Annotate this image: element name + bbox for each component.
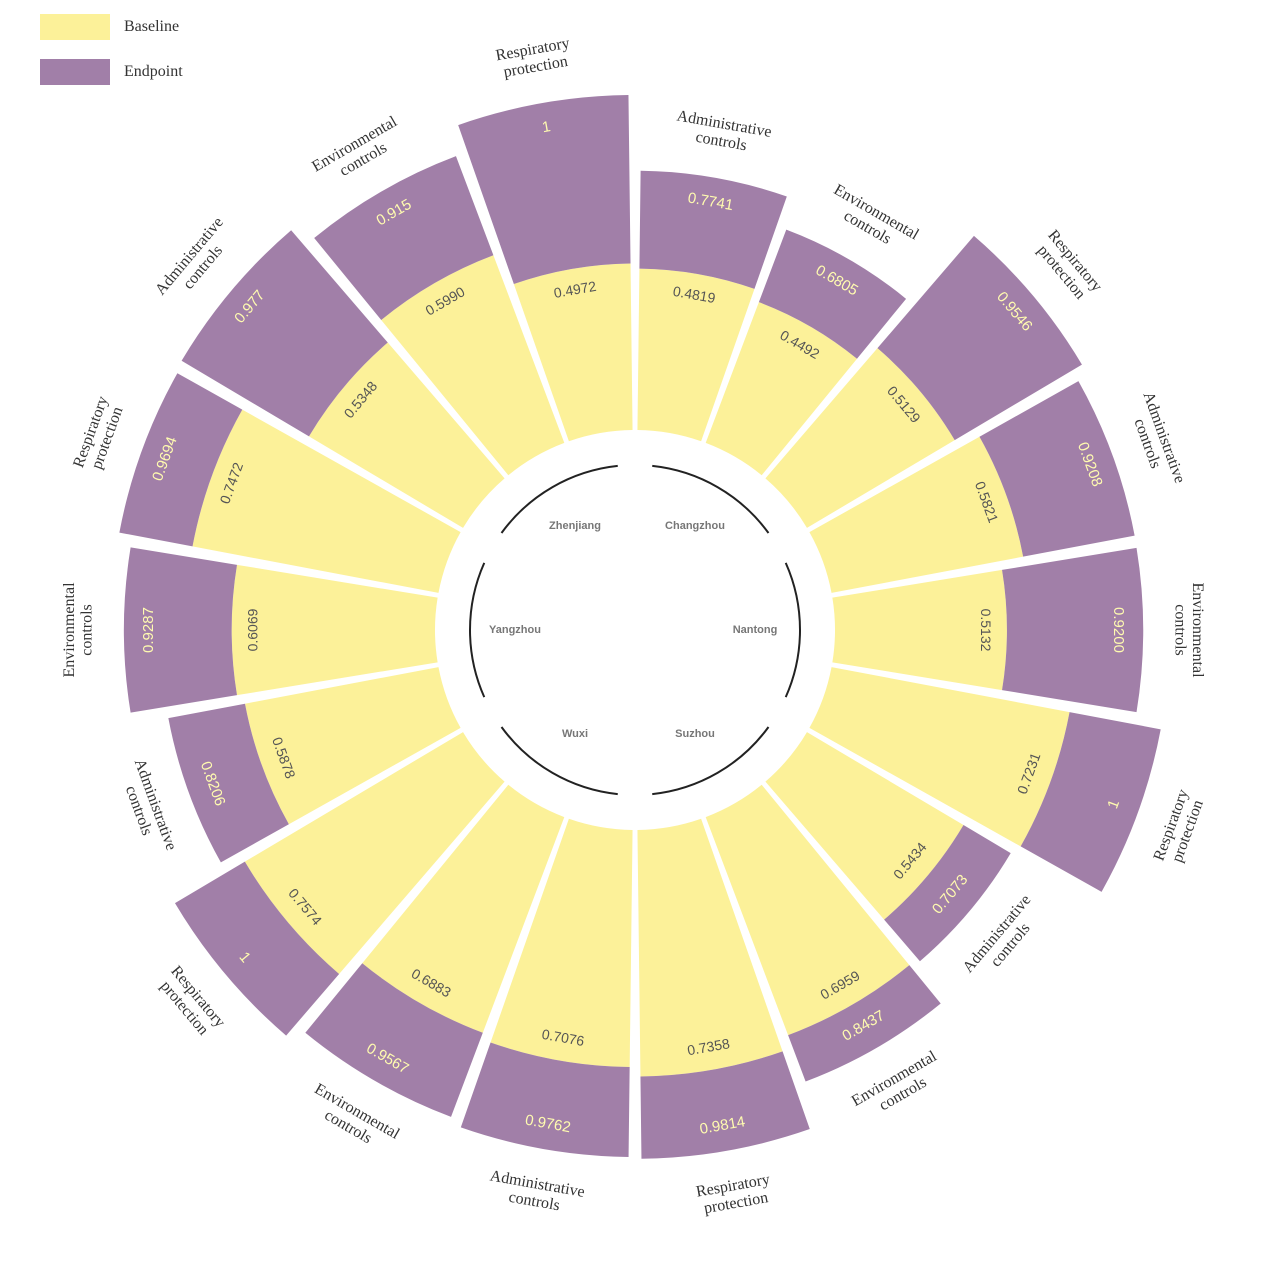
data-label-baseline: 0.6069 [244, 608, 260, 651]
bar-baseline[interactable] [308, 342, 505, 528]
category-label: Administrativecontrols [672, 107, 773, 158]
bar-baseline[interactable] [637, 268, 755, 442]
category-label: Administrativecontrols [114, 757, 179, 859]
category-label: Administrativecontrols [152, 214, 240, 310]
bar-endpoint[interactable] [639, 170, 787, 289]
bar-endpoint[interactable] [640, 1051, 810, 1159]
category-label: Environmentalcontrols [303, 1081, 403, 1159]
bar-baseline[interactable] [231, 564, 438, 696]
bar-baseline[interactable] [765, 348, 955, 528]
bar-baseline[interactable] [705, 784, 910, 1036]
data-label-baseline: 0.7076 [541, 1026, 586, 1049]
region-arc [469, 562, 486, 698]
bar-baseline[interactable] [637, 818, 783, 1077]
bar-baseline[interactable] [513, 263, 633, 442]
category-label: Respiratoryprotection [695, 1171, 775, 1218]
category-label: Environmentalcontrols [822, 181, 922, 259]
category-label: Environmentalcontrols [309, 113, 409, 191]
data-label-endpoint: 1 [541, 118, 552, 136]
region-arc [784, 562, 801, 698]
legend-label-baseline: Baseline [124, 18, 180, 35]
data-label-endpoint: 0.9200 [1110, 607, 1127, 653]
bar-endpoint[interactable] [1020, 712, 1161, 892]
category-label: Respiratoryprotection [70, 394, 128, 476]
region-arc [500, 464, 618, 534]
region-arc [652, 464, 770, 534]
bar-baseline[interactable] [192, 409, 461, 593]
legend-swatch-baseline [40, 14, 110, 40]
category-label: Administrativecontrols [485, 1167, 586, 1218]
bar-endpoint[interactable] [758, 229, 907, 359]
bar-endpoint[interactable] [305, 963, 483, 1117]
bar-baseline[interactable] [832, 569, 1007, 691]
legend-swatch-endpoint [40, 59, 110, 85]
category-label: Administrativecontrols [1123, 390, 1188, 492]
bar-baseline[interactable] [490, 818, 633, 1068]
bar-endpoint[interactable] [314, 156, 494, 320]
bar-group: 0.6069 0.9287 Environmentalcontrols [61, 547, 438, 713]
bar-baseline[interactable] [809, 436, 1024, 593]
data-label-baseline: 0.4972 [552, 278, 597, 301]
bar-endpoint[interactable] [877, 235, 1082, 441]
bar-baseline[interactable] [809, 667, 1070, 847]
category-label: Environmentalcontrols [1171, 582, 1206, 678]
category-label: Respiratoryprotection [154, 963, 228, 1042]
category-label: Respiratoryprotection [494, 35, 574, 82]
data-label-baseline: 0.4819 [672, 283, 717, 306]
bar-endpoint[interactable] [884, 825, 1011, 962]
bar-endpoint[interactable] [458, 95, 631, 285]
region-arc [500, 726, 618, 796]
bar-endpoint[interactable] [1002, 547, 1144, 713]
region-arc [652, 726, 770, 796]
category-label: Respiratoryprotection [1151, 787, 1209, 869]
bar-endpoint[interactable] [119, 373, 243, 547]
bar-endpoint[interactable] [123, 547, 237, 713]
legend-item-endpoint[interactable]: Endpoint [40, 57, 183, 87]
category-label: Environmentalcontrols [61, 582, 96, 678]
bar-baseline[interactable] [765, 732, 964, 920]
legend-label-endpoint: Endpoint [124, 63, 183, 80]
bar-baseline[interactable] [705, 302, 857, 476]
bar-endpoint[interactable] [979, 381, 1135, 557]
bar-baseline[interactable] [381, 255, 565, 476]
bar-endpoint[interactable] [181, 230, 388, 437]
region-label: Changzhou [665, 520, 725, 532]
bar-endpoint[interactable] [460, 1042, 630, 1157]
region-label: Zhenjiang [549, 520, 601, 532]
region-label: Wuxi [562, 728, 588, 740]
bar-baseline[interactable] [362, 784, 565, 1033]
data-label-baseline: 0.7358 [686, 1035, 731, 1058]
category-label: Environmentalcontrols [849, 1047, 949, 1125]
region-label: Nantong [733, 624, 778, 636]
legend: Baseline Endpoint [40, 12, 183, 102]
data-label-endpoint: 0.9287 [140, 607, 157, 653]
bar-baseline[interactable] [244, 667, 461, 825]
bar-group: 0.5132 0.9200 Environmentalcontrols [832, 547, 1206, 713]
category-label: Respiratoryprotection [1031, 227, 1105, 306]
bar-endpoint[interactable] [174, 861, 340, 1036]
region-label: Yangzhou [489, 624, 541, 636]
legend-item-baseline[interactable]: Baseline [40, 12, 183, 42]
data-label-baseline: 0.5132 [978, 609, 994, 652]
bar-endpoint[interactable] [168, 703, 289, 863]
bar-baseline[interactable] [244, 732, 505, 974]
region-label: Suzhou [675, 728, 715, 740]
bar-endpoint[interactable] [788, 965, 941, 1082]
